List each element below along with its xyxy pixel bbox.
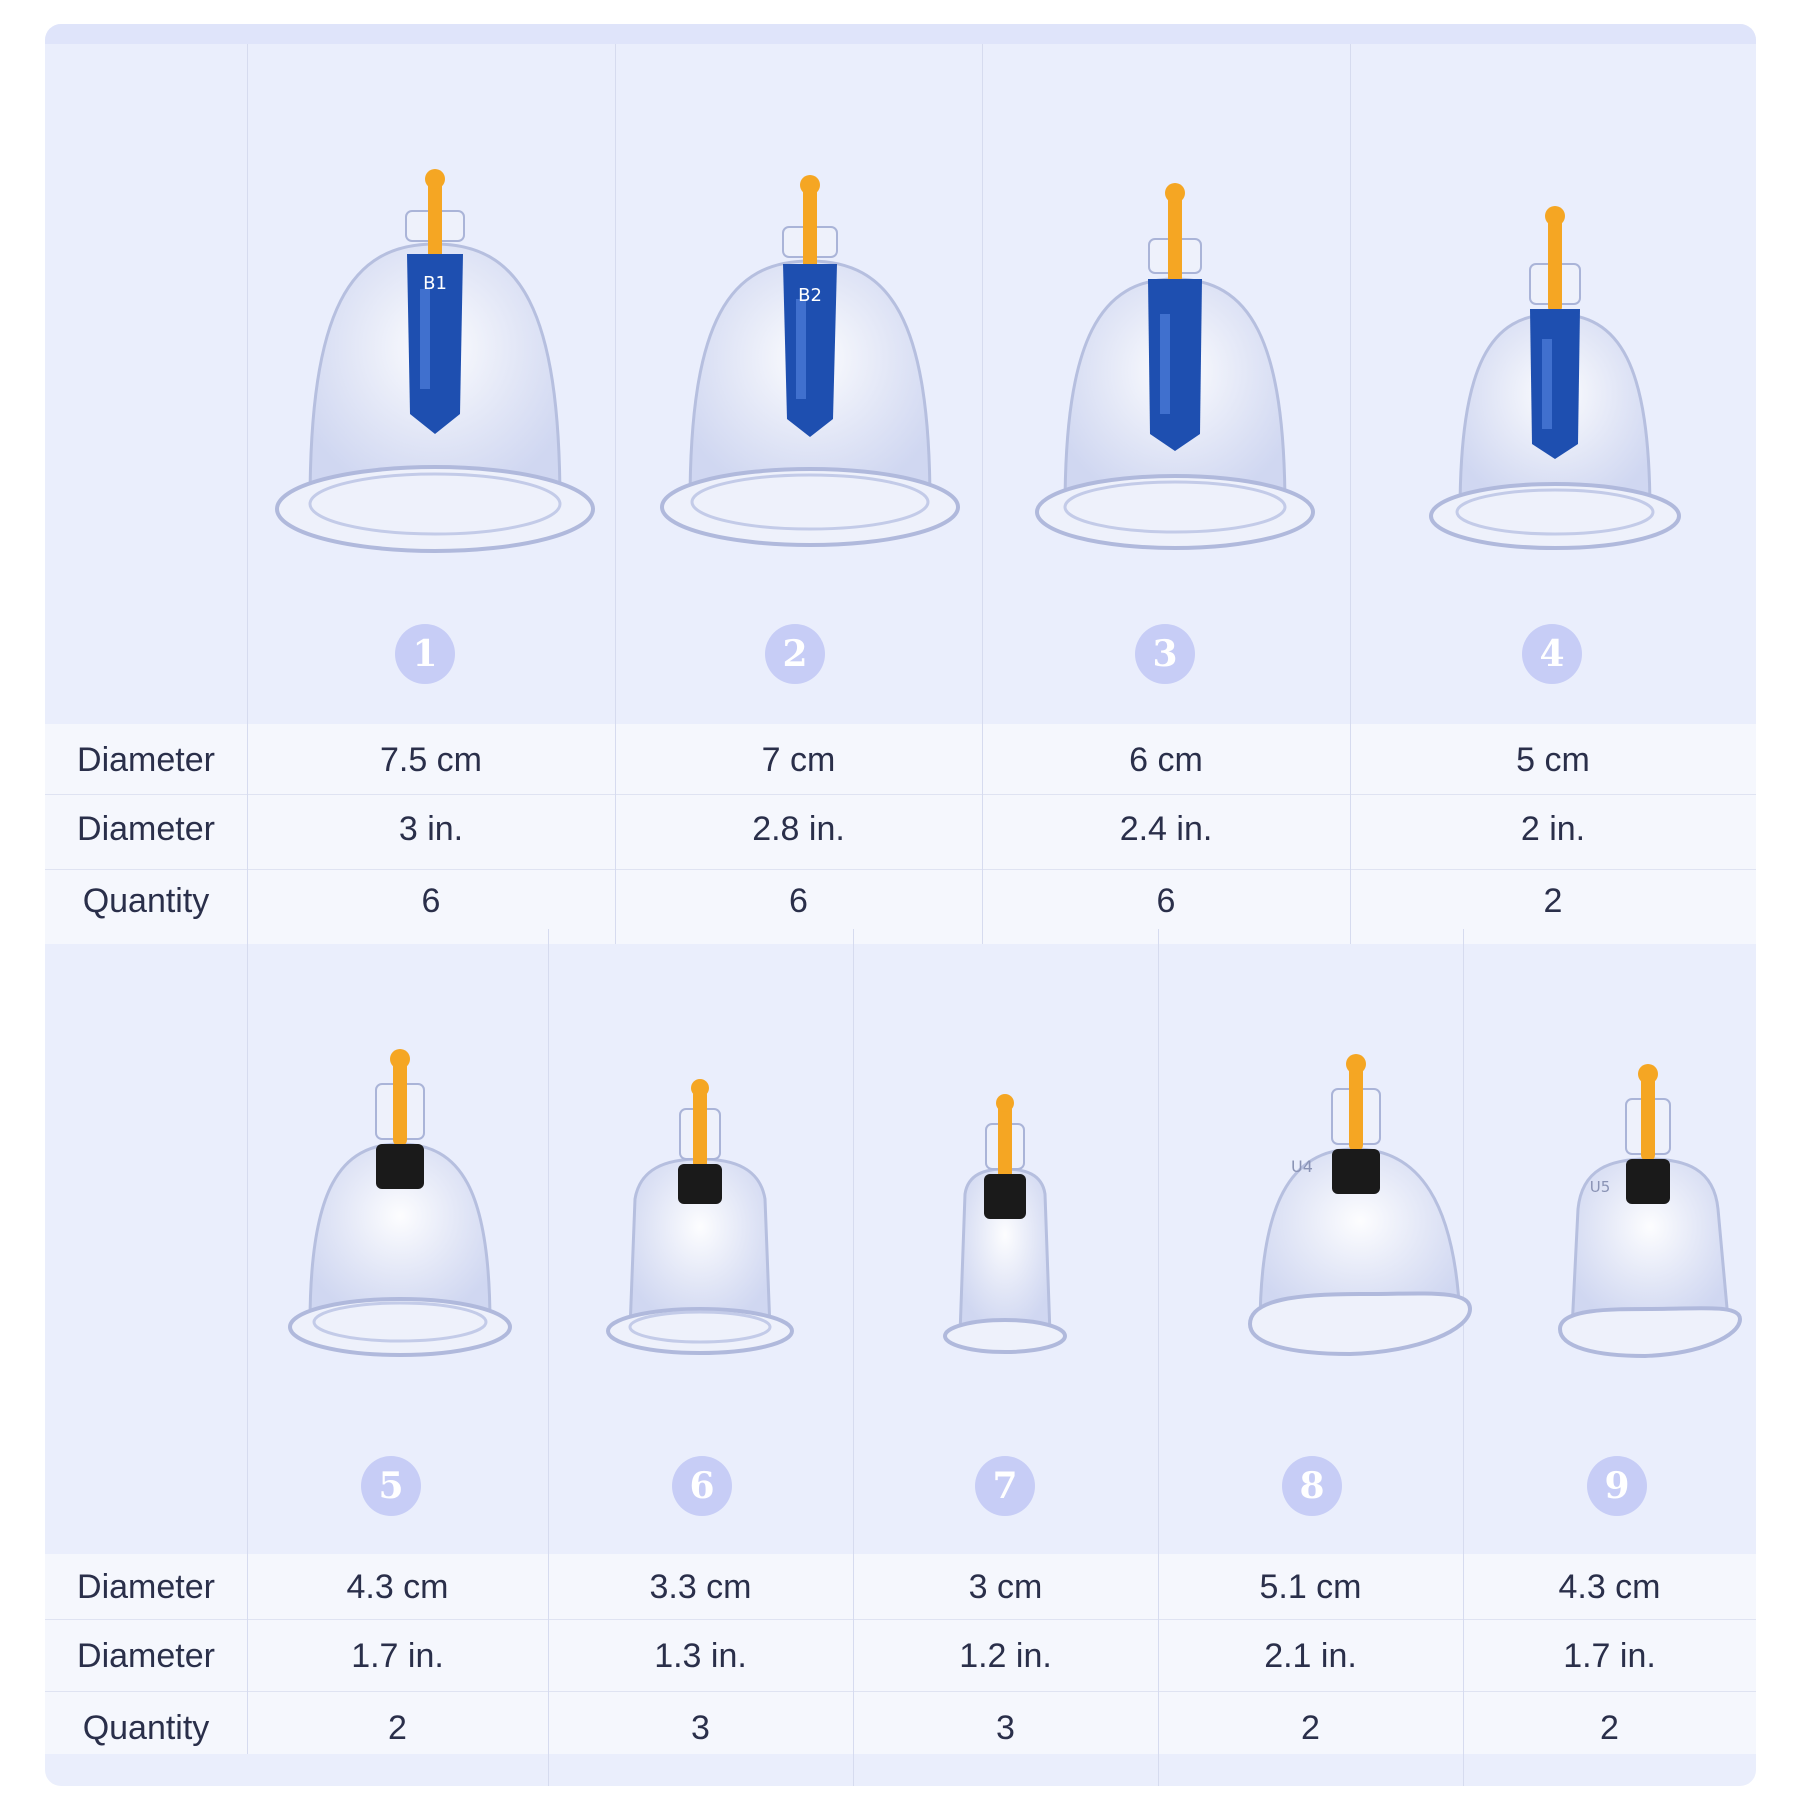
cup-9-image: U5 <box>1550 1064 1750 1374</box>
column-divider <box>1350 44 1351 944</box>
column-divider <box>982 44 983 944</box>
top-strip <box>45 24 1756 44</box>
cup-7-image <box>930 1094 1080 1374</box>
row-label-quantity: Quantity <box>82 1709 210 1747</box>
top-section: B1 B2 <box>45 44 1756 944</box>
row-label-diameter-in: Diameter <box>77 1637 215 1675</box>
svg-text:U4: U4 <box>1291 1157 1313 1176</box>
bottom-spec-rows-bg <box>45 1554 1756 1754</box>
cup-number-badge: 1 <box>395 624 455 684</box>
cup-1-diameter-in: 3 in. <box>398 810 464 848</box>
row-label-diameter-cm: Diameter <box>77 741 215 779</box>
divider <box>45 794 1756 795</box>
column-divider <box>247 929 248 1754</box>
cup-2-image: B2 <box>655 169 965 559</box>
cup-9-diameter-cm: 4.3 cm <box>1558 1568 1661 1606</box>
cup-5-quantity: 2 <box>388 1709 407 1747</box>
cup-number-badge: 5 <box>361 1456 421 1516</box>
svg-text:B2: B2 <box>798 285 822 306</box>
cup-3-image <box>1030 179 1320 559</box>
column-divider <box>615 44 616 944</box>
cup-6-diameter-cm: 3.3 cm <box>649 1568 752 1606</box>
row-label-diameter-cm: Diameter <box>77 1568 215 1606</box>
cup-6-image <box>600 1079 800 1369</box>
cup-3-diameter-in: 2.4 in. <box>1119 810 1213 848</box>
cup-5-diameter-cm: 4.3 cm <box>346 1568 449 1606</box>
cup-1-image: B1 <box>270 159 600 559</box>
cup-7-diameter-cm: 3 cm <box>968 1568 1043 1606</box>
row-label-quantity: Quantity <box>82 882 210 920</box>
divider <box>45 1619 1756 1620</box>
cup-3-quantity: 6 <box>1156 882 1176 920</box>
cup-9-diameter-in: 1.7 in. <box>1563 1637 1656 1675</box>
cup-8-diameter-cm: 5.1 cm <box>1259 1568 1362 1606</box>
column-divider <box>1463 929 1464 1786</box>
cup-5-diameter-in: 1.7 in. <box>351 1637 444 1675</box>
cup-8-image: U4 <box>1240 1054 1480 1374</box>
column-divider <box>1158 929 1159 1786</box>
cup-6-quantity: 3 <box>691 1709 710 1747</box>
cup-4-diameter-cm: 5 cm <box>1516 741 1590 779</box>
divider <box>45 869 1756 870</box>
cup-number-badge: 7 <box>975 1456 1035 1516</box>
cup-4-quantity: 2 <box>1543 882 1563 920</box>
cup-number-badge: 9 <box>1587 1456 1647 1516</box>
cup-6-diameter-in: 1.3 in. <box>654 1637 747 1675</box>
cup-8-diameter-in: 2.1 in. <box>1264 1637 1357 1675</box>
row-label-diameter-in: Diameter <box>77 810 215 848</box>
cup-number-badge: 4 <box>1522 624 1582 684</box>
cup-4-diameter-in: 2 in. <box>1520 810 1586 848</box>
cup-7-diameter-in: 1.2 in. <box>959 1637 1052 1675</box>
column-divider <box>548 929 549 1786</box>
cup-1-diameter-cm: 7.5 cm <box>379 741 483 779</box>
column-divider <box>247 44 248 944</box>
cup-5-image <box>280 1049 520 1369</box>
cup-7-quantity: 3 <box>996 1709 1015 1747</box>
cup-number-badge: 8 <box>1282 1456 1342 1516</box>
cup-8-quantity: 2 <box>1301 1709 1320 1747</box>
cup-number-badge: 3 <box>1135 624 1195 684</box>
cup-number-badge: 6 <box>672 1456 732 1516</box>
cup-2-quantity: 6 <box>789 882 808 920</box>
bottom-section: U4 U5 5 6 7 8 9 Diameter Diameter Quanti… <box>45 929 1756 1786</box>
cupping-set-size-chart: B1 B2 <box>45 24 1756 1786</box>
cup-1-quantity: 6 <box>421 882 441 920</box>
svg-text:B1: B1 <box>423 273 447 294</box>
divider <box>45 1691 1756 1692</box>
cup-number-badge: 2 <box>765 624 825 684</box>
cup-3-diameter-cm: 6 cm <box>1129 741 1203 779</box>
cup-2-diameter-cm: 7 cm <box>761 741 836 779</box>
cup-9-quantity: 2 <box>1600 1709 1619 1747</box>
svg-text:U5: U5 <box>1590 1178 1611 1196</box>
cup-4-image <box>1420 204 1690 564</box>
column-divider <box>853 929 854 1786</box>
top-spec-rows-bg <box>45 724 1756 944</box>
cup-2-diameter-in: 2.8 in. <box>752 810 845 848</box>
